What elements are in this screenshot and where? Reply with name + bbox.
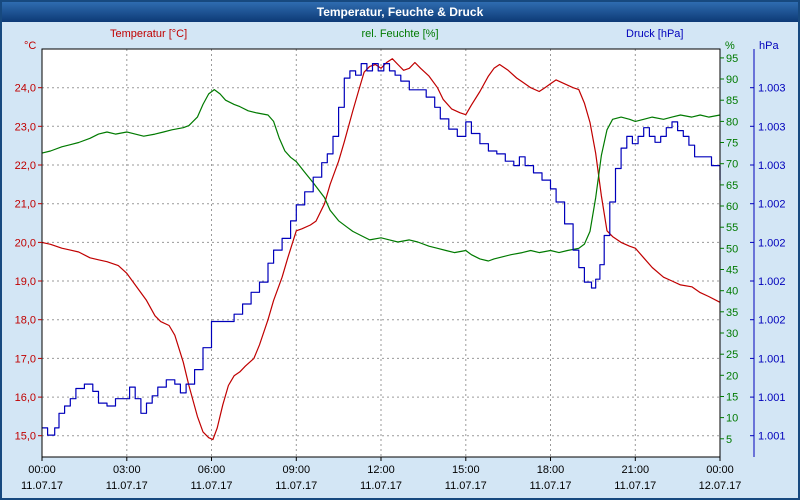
- svg-text:18,0: 18,0: [15, 315, 36, 327]
- window-title: Temperatur, Feuchte & Druck: [316, 5, 484, 19]
- temperature-axis-title: Temperatur [°C]: [110, 28, 188, 40]
- svg-text:80: 80: [726, 116, 738, 128]
- svg-text:11.07.17: 11.07.17: [190, 480, 232, 492]
- svg-text:30: 30: [726, 328, 738, 340]
- svg-text:20: 20: [726, 370, 738, 382]
- svg-text:12.07.17: 12.07.17: [699, 480, 742, 492]
- svg-text:15:00: 15:00: [452, 464, 480, 476]
- svg-text:00:00: 00:00: [28, 464, 56, 476]
- svg-text:17,0: 17,0: [15, 353, 36, 365]
- svg-text:1.002: 1.002: [758, 276, 786, 288]
- svg-text:95: 95: [726, 53, 738, 65]
- svg-text:1.002: 1.002: [758, 199, 786, 211]
- title-bar: Temperatur, Feuchte & Druck: [2, 2, 798, 22]
- svg-text:1.003: 1.003: [758, 83, 786, 95]
- svg-text:40: 40: [726, 286, 738, 298]
- svg-text:1.003: 1.003: [758, 121, 786, 133]
- temperature-unit-label: °C: [24, 40, 37, 52]
- humidity-axis-title: rel. Feuchte [%]: [361, 28, 439, 40]
- svg-text:25: 25: [726, 349, 738, 361]
- svg-text:06:00: 06:00: [198, 464, 226, 476]
- svg-text:1.001: 1.001: [758, 353, 786, 365]
- svg-text:22,0: 22,0: [15, 160, 36, 172]
- svg-text:15,0: 15,0: [15, 431, 36, 443]
- svg-text:21:00: 21:00: [622, 464, 650, 476]
- svg-text:24,0: 24,0: [15, 83, 36, 95]
- svg-text:11.07.17: 11.07.17: [445, 480, 487, 492]
- svg-text:20,0: 20,0: [15, 237, 36, 249]
- svg-text:18:00: 18:00: [537, 464, 565, 476]
- svg-text:19,0: 19,0: [15, 276, 36, 288]
- svg-text:1.001: 1.001: [758, 431, 786, 443]
- svg-text:45: 45: [726, 265, 738, 277]
- svg-text:11.07.17: 11.07.17: [360, 480, 402, 492]
- humidity-unit-label: %: [725, 40, 735, 52]
- svg-text:70: 70: [726, 159, 738, 171]
- svg-text:1.003: 1.003: [758, 160, 786, 172]
- svg-text:03:00: 03:00: [113, 464, 141, 476]
- svg-text:1.002: 1.002: [758, 237, 786, 249]
- svg-text:23,0: 23,0: [15, 121, 36, 133]
- pressure-axis-title: Druck [hPa]: [626, 28, 684, 40]
- svg-text:11.07.17: 11.07.17: [529, 480, 571, 492]
- svg-text:11.07.17: 11.07.17: [21, 480, 63, 492]
- svg-text:65: 65: [726, 180, 738, 192]
- svg-text:55: 55: [726, 222, 738, 234]
- svg-text:10: 10: [726, 413, 738, 425]
- svg-text:00:00: 00:00: [706, 464, 734, 476]
- svg-text:09:00: 09:00: [283, 464, 311, 476]
- svg-text:75: 75: [726, 138, 738, 150]
- svg-text:11.07.17: 11.07.17: [106, 480, 148, 492]
- svg-text:60: 60: [726, 201, 738, 213]
- svg-text:21,0: 21,0: [15, 199, 36, 211]
- svg-text:85: 85: [726, 95, 738, 107]
- svg-text:12:00: 12:00: [367, 464, 395, 476]
- svg-text:11.07.17: 11.07.17: [275, 480, 317, 492]
- svg-text:90: 90: [726, 74, 738, 86]
- svg-text:1.001: 1.001: [758, 392, 786, 404]
- svg-text:16,0: 16,0: [15, 392, 36, 404]
- svg-text:11.07.17: 11.07.17: [614, 480, 656, 492]
- svg-text:50: 50: [726, 243, 738, 255]
- pressure-unit-label: hPa: [759, 40, 779, 52]
- svg-text:5: 5: [726, 434, 732, 446]
- svg-text:15: 15: [726, 392, 738, 404]
- svg-text:35: 35: [726, 307, 738, 319]
- svg-text:1.002: 1.002: [758, 315, 786, 327]
